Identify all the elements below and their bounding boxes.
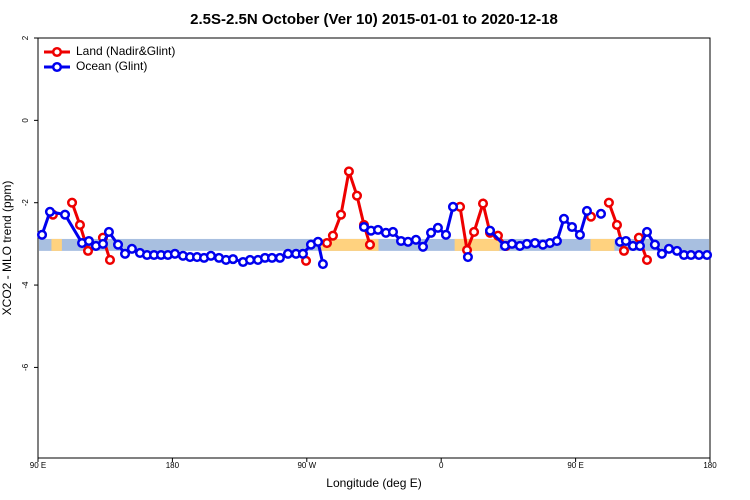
data-point	[611, 219, 623, 230]
data-point	[656, 248, 667, 259]
data-point	[620, 235, 631, 247]
data-point	[529, 238, 541, 249]
data-point	[97, 238, 109, 249]
data-point	[104, 254, 116, 265]
data-point	[205, 250, 216, 261]
x-tick-label: 180	[703, 461, 717, 470]
data-point	[402, 236, 414, 247]
data-point	[462, 252, 473, 263]
land-band	[454, 238, 500, 251]
x-tick-label: 90 E	[567, 461, 583, 470]
y-tick-label: 0	[21, 118, 30, 123]
x-axis-label: Longitude (deg E)	[326, 476, 421, 490]
data-point	[312, 236, 324, 247]
data-point	[484, 225, 496, 236]
data-point	[103, 226, 114, 237]
data-point	[566, 221, 578, 233]
data-point	[469, 226, 480, 237]
data-point	[282, 248, 294, 259]
y-tick-label: -2	[21, 199, 30, 207]
data-point	[335, 209, 347, 220]
data-point	[506, 238, 518, 249]
data-point	[82, 245, 94, 256]
data-point	[297, 248, 308, 259]
data-point	[66, 197, 78, 208]
data-point	[551, 235, 562, 247]
data-point	[425, 227, 437, 238]
data-point	[417, 241, 429, 252]
y-tick-label: -4	[21, 281, 30, 289]
legend-label: Land (Nadir&Glint)	[76, 44, 175, 58]
data-point	[641, 254, 653, 265]
data-point	[521, 238, 532, 249]
data-point	[574, 229, 585, 240]
land-band	[590, 238, 615, 251]
legend-marker	[51, 46, 63, 58]
data-point	[83, 235, 94, 247]
y-tick-label: 2	[21, 35, 30, 40]
data-point	[649, 239, 660, 250]
data-point	[581, 205, 592, 216]
data-point	[227, 254, 239, 265]
x-tick-label: 90 E	[30, 461, 46, 470]
data-point	[477, 198, 489, 209]
data-point	[112, 239, 124, 250]
data-point	[663, 243, 674, 254]
plot-frame	[37, 37, 711, 459]
data-point	[641, 226, 653, 237]
data-point	[351, 190, 363, 201]
data-point	[595, 208, 607, 219]
data-point	[447, 201, 459, 212]
legend-label: Ocean (Glint)	[76, 59, 147, 73]
chart-title: 2.5S-2.5N October (Ver 10) 2015-01-01 to…	[190, 11, 558, 28]
data-point	[59, 209, 71, 220]
data-point	[266, 252, 278, 263]
data-point	[321, 238, 333, 249]
data-point	[440, 229, 452, 240]
legend-marker	[51, 61, 63, 73]
data-point	[126, 243, 137, 254]
land-band	[320, 238, 379, 251]
data-point	[343, 166, 354, 177]
data-point	[372, 224, 384, 235]
data-point	[558, 213, 570, 224]
data-point	[74, 219, 86, 230]
data-point	[36, 229, 48, 240]
data-point	[120, 248, 131, 259]
data-point	[634, 240, 646, 251]
data-point	[685, 249, 697, 261]
data-point	[693, 249, 704, 261]
x-tick-label: 180	[166, 461, 180, 470]
data-point	[618, 245, 630, 256]
data-point	[169, 248, 180, 259]
data-point	[274, 252, 285, 263]
land-band	[51, 238, 62, 251]
y-tick-label: -6	[21, 363, 30, 371]
data-point	[432, 222, 443, 233]
data-point	[245, 254, 256, 265]
data-point	[671, 245, 683, 256]
data-point	[364, 239, 376, 250]
data-point	[387, 226, 399, 237]
data-point	[317, 259, 328, 270]
data-point	[603, 197, 614, 208]
data-point	[701, 249, 713, 261]
x-tick-label: 90 W	[297, 461, 316, 470]
data-point	[44, 206, 55, 217]
data-point	[327, 230, 338, 241]
data-point	[410, 234, 422, 245]
x-tick-label: 0	[439, 461, 444, 470]
y-axis-label: XCO2 - MLO trend (ppm)	[0, 181, 14, 316]
